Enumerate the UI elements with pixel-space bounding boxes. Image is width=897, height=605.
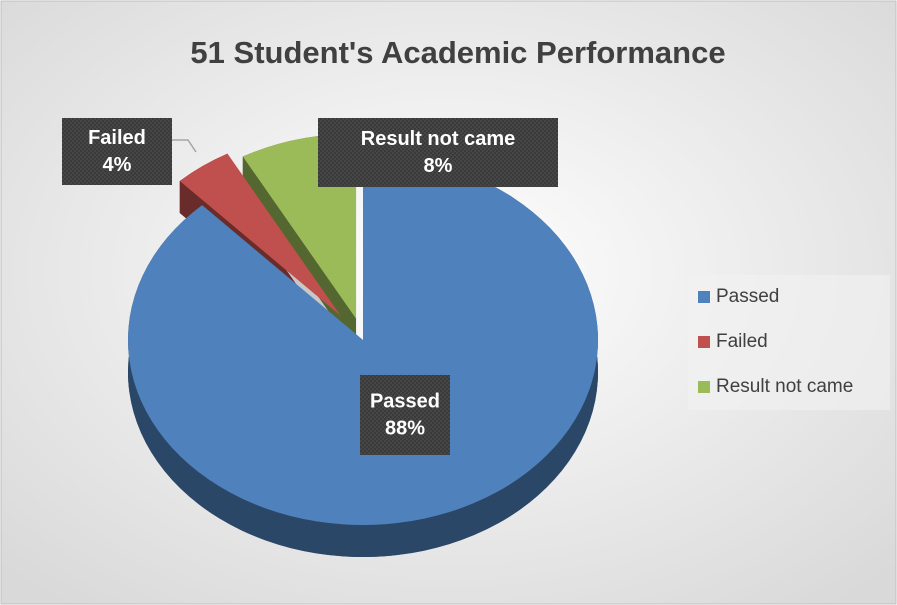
data-label-box [360,375,450,455]
chart-title: 51 Student's Academic Performance [190,35,725,70]
legend-swatch [698,336,710,348]
data-label-value: 4% [103,154,132,176]
legend-swatch [698,381,710,393]
legend-label: Result not came [716,376,853,397]
legend-label: Failed [716,331,768,352]
data-label-value: 8% [424,155,453,177]
legend-box [688,275,890,410]
pie-slice [127,155,599,525]
data-label-category: Passed [370,390,440,412]
pie-slice [179,153,341,316]
data-label-box [318,118,558,187]
legend: Passed Failed Result not came [698,286,853,397]
legend-label: Passed [716,286,779,307]
data-label-value: 88% [385,417,425,439]
data-labels: Passed 88% Failed 4% Result not came 8% [62,118,558,455]
legend-swatch [698,291,710,303]
data-label-category: Result not came [361,128,515,150]
data-label-box [62,118,172,185]
data-label-category: Failed [88,127,146,149]
leader-line [172,139,197,153]
